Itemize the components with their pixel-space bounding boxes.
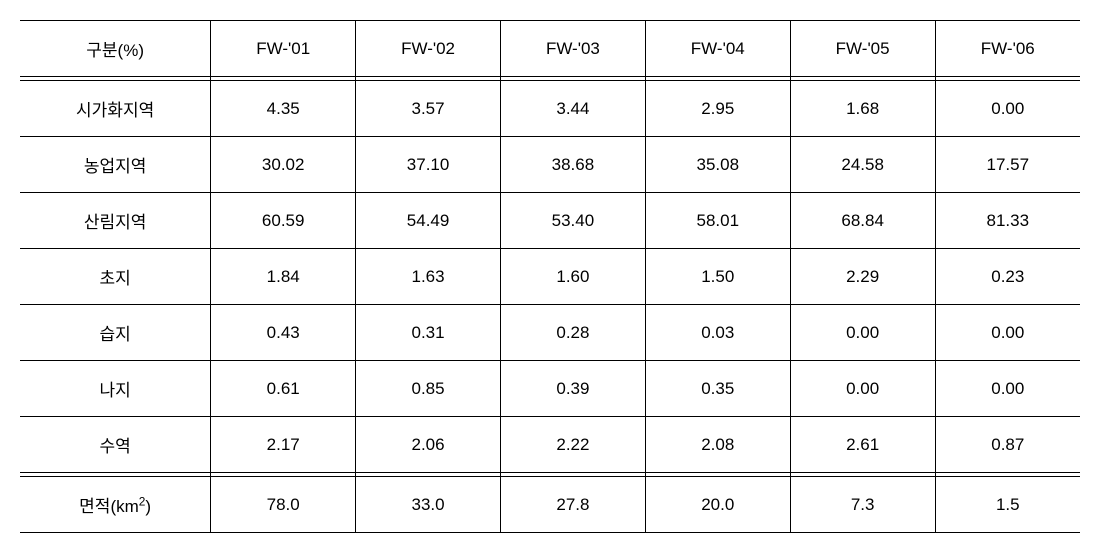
col-header-fw02: FW-'02 (356, 21, 501, 77)
cell: 0.39 (500, 361, 645, 417)
cell: 2.95 (645, 81, 790, 137)
table-row: 산림지역 60.59 54.49 53.40 58.01 68.84 81.33 (20, 193, 1080, 249)
cell: 53.40 (500, 193, 645, 249)
cell: 1.60 (500, 249, 645, 305)
footer-cell: 78.0 (211, 477, 356, 533)
cell: 0.85 (356, 361, 501, 417)
row-label: 나지 (20, 361, 211, 417)
cell: 68.84 (790, 193, 935, 249)
cell: 1.68 (790, 81, 935, 137)
cell: 0.00 (790, 361, 935, 417)
footer-label: 면적(km2) (20, 477, 211, 533)
cell: 0.28 (500, 305, 645, 361)
cell: 2.61 (790, 417, 935, 473)
col-header-fw04: FW-'04 (645, 21, 790, 77)
cell: 60.59 (211, 193, 356, 249)
footer-cell: 20.0 (645, 477, 790, 533)
cell: 3.57 (356, 81, 501, 137)
table-header: 구분(%) FW-'01 FW-'02 FW-'03 FW-'04 FW-'05… (20, 21, 1080, 81)
cell: 0.03 (645, 305, 790, 361)
table-row: 수역 2.17 2.06 2.22 2.08 2.61 0.87 (20, 417, 1080, 473)
cell: 30.02 (211, 137, 356, 193)
table-row: 나지 0.61 0.85 0.39 0.35 0.00 0.00 (20, 361, 1080, 417)
footer-row: 면적(km2) 78.0 33.0 27.8 20.0 7.3 1.5 (20, 477, 1080, 533)
row-label: 시가화지역 (20, 81, 211, 137)
cell: 0.35 (645, 361, 790, 417)
cell: 17.57 (935, 137, 1080, 193)
table-row: 농업지역 30.02 37.10 38.68 35.08 24.58 17.57 (20, 137, 1080, 193)
footer-cell: 1.5 (935, 477, 1080, 533)
footer-cell: 7.3 (790, 477, 935, 533)
cell: 0.00 (935, 81, 1080, 137)
row-label: 습지 (20, 305, 211, 361)
cell: 0.00 (935, 361, 1080, 417)
col-header-fw06: FW-'06 (935, 21, 1080, 77)
cell: 58.01 (645, 193, 790, 249)
footer-label-suffix: ) (145, 497, 151, 516)
cell: 54.49 (356, 193, 501, 249)
cell: 0.43 (211, 305, 356, 361)
cell: 0.61 (211, 361, 356, 417)
footer-cell: 27.8 (500, 477, 645, 533)
cell: 2.06 (356, 417, 501, 473)
cell: 0.31 (356, 305, 501, 361)
cell: 37.10 (356, 137, 501, 193)
cell: 1.84 (211, 249, 356, 305)
cell: 24.58 (790, 137, 935, 193)
col-header-label: 구분(%) (20, 21, 211, 77)
cell: 1.63 (356, 249, 501, 305)
cell: 4.35 (211, 81, 356, 137)
cell: 2.29 (790, 249, 935, 305)
table-footer: 면적(km2) 78.0 33.0 27.8 20.0 7.3 1.5 (20, 477, 1080, 533)
row-label: 초지 (20, 249, 211, 305)
cell: 1.50 (645, 249, 790, 305)
col-header-fw05: FW-'05 (790, 21, 935, 77)
cell: 0.87 (935, 417, 1080, 473)
row-label: 농업지역 (20, 137, 211, 193)
footer-cell: 33.0 (356, 477, 501, 533)
row-label: 수역 (20, 417, 211, 473)
cell: 38.68 (500, 137, 645, 193)
row-label: 산림지역 (20, 193, 211, 249)
table-row: 습지 0.43 0.31 0.28 0.03 0.00 0.00 (20, 305, 1080, 361)
cell: 81.33 (935, 193, 1080, 249)
cell: 0.00 (790, 305, 935, 361)
footer-label-prefix: 면적(km (79, 497, 139, 516)
cell: 2.17 (211, 417, 356, 473)
col-header-fw01: FW-'01 (211, 21, 356, 77)
cell: 2.08 (645, 417, 790, 473)
table-body: 시가화지역 4.35 3.57 3.44 2.95 1.68 0.00 농업지역… (20, 81, 1080, 477)
cell: 0.00 (935, 305, 1080, 361)
cell: 35.08 (645, 137, 790, 193)
cell: 0.23 (935, 249, 1080, 305)
table-row: 초지 1.84 1.63 1.60 1.50 2.29 0.23 (20, 249, 1080, 305)
table-row: 시가화지역 4.35 3.57 3.44 2.95 1.68 0.00 (20, 81, 1080, 137)
col-header-fw03: FW-'03 (500, 21, 645, 77)
data-table: 구분(%) FW-'01 FW-'02 FW-'03 FW-'04 FW-'05… (20, 20, 1080, 533)
cell: 3.44 (500, 81, 645, 137)
cell: 2.22 (500, 417, 645, 473)
header-row: 구분(%) FW-'01 FW-'02 FW-'03 FW-'04 FW-'05… (20, 21, 1080, 77)
